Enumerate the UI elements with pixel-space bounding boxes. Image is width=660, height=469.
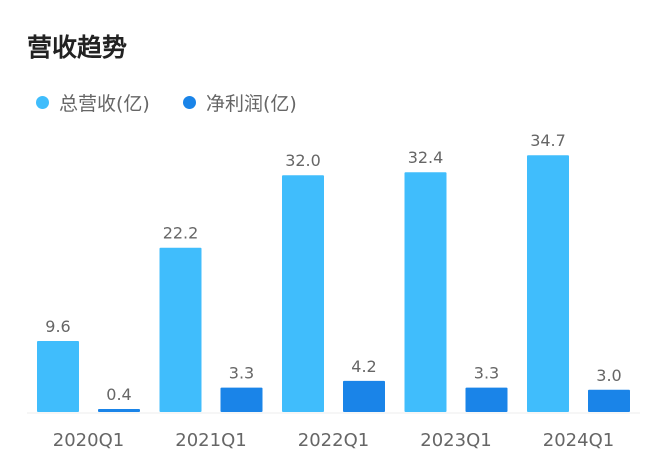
bar-profit — [220, 387, 263, 412]
data-label: 3.0 — [596, 366, 621, 385]
data-label: 22.2 — [163, 224, 199, 243]
legend-dot-icon — [36, 96, 49, 109]
bar-profit — [98, 409, 140, 412]
data-label: 0.4 — [106, 385, 131, 404]
bar-revenue — [282, 175, 324, 412]
legend-item-revenue[interactable]: 总营收(亿) — [36, 89, 150, 116]
bar-revenue — [159, 247, 202, 412]
data-label: 32.0 — [285, 151, 321, 170]
data-label: 32.4 — [408, 148, 444, 167]
data-label: 34.7 — [530, 131, 566, 150]
bar-profit — [465, 387, 508, 412]
data-label: 3.3 — [229, 364, 254, 383]
x-tick-label: 2021Q1 — [175, 430, 246, 451]
data-label: 4.2 — [351, 357, 376, 376]
legend-dot-icon — [183, 96, 196, 109]
bar-profit — [588, 389, 630, 412]
bar-revenue — [404, 172, 447, 412]
x-tick-label: 2022Q1 — [298, 430, 369, 451]
bar-profit — [343, 380, 385, 412]
chart-title: 营收趋势 — [27, 33, 128, 62]
bar-revenue — [527, 155, 569, 412]
bar-revenue — [37, 340, 79, 412]
data-label: 9.6 — [45, 317, 70, 336]
x-tick-label: 2020Q1 — [53, 430, 124, 451]
x-tick-label: 2023Q1 — [420, 430, 491, 451]
data-label: 3.3 — [474, 364, 499, 383]
legend-item-profit[interactable]: 净利润(亿) — [183, 89, 297, 116]
x-tick-label: 2024Q1 — [543, 430, 614, 451]
legend-label: 总营收(亿) — [59, 93, 150, 115]
legend-label: 净利润(亿) — [206, 93, 297, 115]
